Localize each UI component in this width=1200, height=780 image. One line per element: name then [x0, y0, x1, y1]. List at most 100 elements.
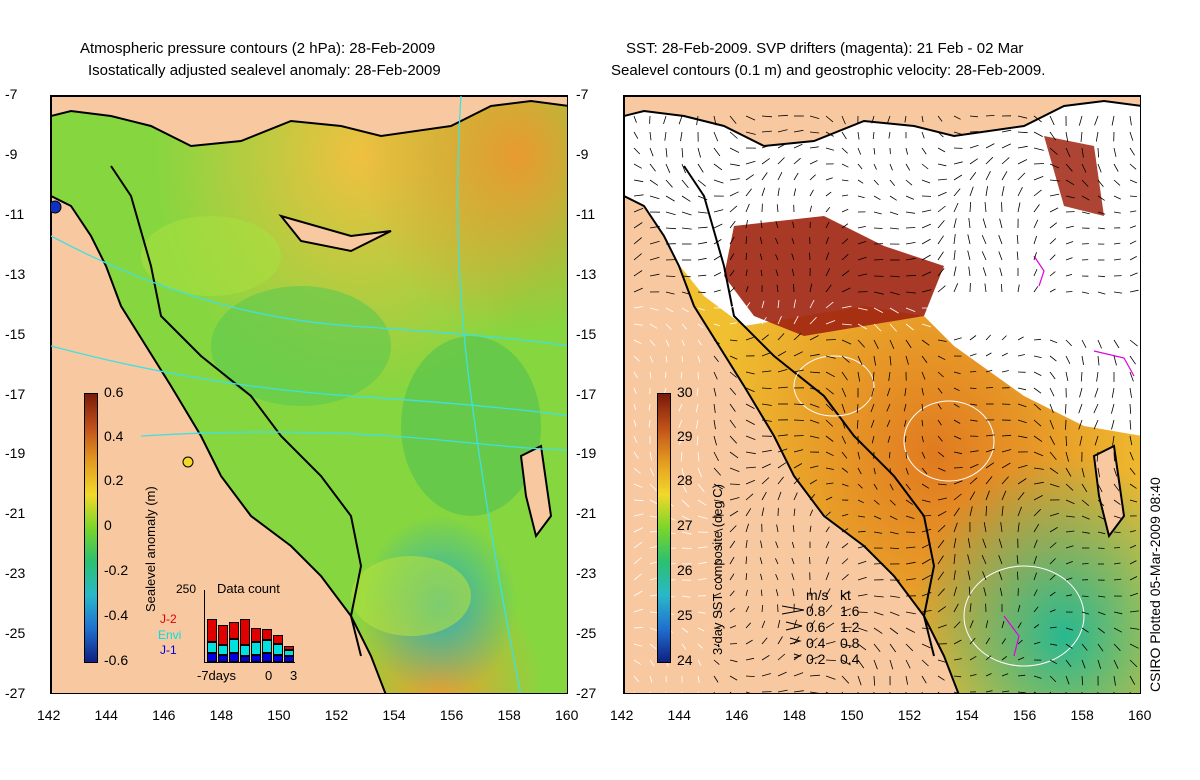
- velocity-vector: [681, 595, 691, 598]
- velocity-vector: [870, 419, 875, 428]
- velocity-vector: [1017, 419, 1027, 424]
- velocity-vector: [1113, 659, 1119, 669]
- velocity-vector: [1001, 171, 1008, 181]
- velocity-vector: [713, 209, 724, 213]
- velocity-vector: [697, 578, 707, 581]
- velocity-vector: [969, 506, 973, 517]
- velocity-vector: [761, 620, 766, 629]
- velocity-vector: [889, 515, 898, 521]
- data-count-bar: [229, 639, 239, 653]
- data-count-bar: [229, 622, 239, 639]
- velocity-vector: [953, 371, 961, 375]
- velocity-vector: [969, 450, 979, 453]
- velocity-vector: [1033, 606, 1039, 613]
- data-count-bar: [262, 640, 272, 653]
- velocity-vector: [985, 186, 988, 197]
- velocity-vector: [1129, 371, 1134, 382]
- velocity-vector: [793, 129, 804, 133]
- y-tick-label: -27: [5, 685, 26, 701]
- velocity-vector: [889, 195, 897, 201]
- velocity-vector: [889, 659, 894, 670]
- velocity-vector: [905, 627, 915, 633]
- velocity-vector: [745, 573, 748, 581]
- velocity-vector: [1049, 467, 1059, 475]
- velocity-vector: [1079, 387, 1083, 398]
- velocity-vector: [937, 539, 945, 549]
- velocity-vector: [921, 371, 926, 380]
- velocity-vector: [775, 558, 779, 565]
- velocity-vector: [697, 307, 705, 311]
- velocity-vector: [761, 463, 771, 469]
- velocity-vector: [825, 691, 829, 693]
- velocity-vector: [729, 497, 740, 501]
- velocity-vector: [649, 643, 657, 650]
- velocity-vector: [985, 143, 995, 149]
- velocity-vector: [873, 675, 875, 686]
- velocity-vector: [921, 627, 932, 630]
- velocity-vector: [985, 490, 990, 501]
- velocity-vector: [1129, 451, 1134, 461]
- velocity-vector: [633, 419, 637, 427]
- velocity-vector: [871, 435, 875, 444]
- velocity-vector: [825, 147, 835, 151]
- x-tick-label: 150: [267, 707, 291, 723]
- velocity-vector: [857, 530, 866, 533]
- velocity-vector: [776, 524, 779, 533]
- velocity-vector: [729, 643, 738, 645]
- velocity-vector: [937, 659, 947, 663]
- velocity-vector: [1065, 257, 1073, 261]
- velocity-vector: [793, 672, 804, 677]
- velocity-vector: [761, 130, 772, 133]
- velocity-vector: [1065, 307, 1073, 310]
- velocity-vector: [1049, 163, 1060, 169]
- velocity-vector: [937, 235, 944, 245]
- velocity-vector: [809, 603, 813, 613]
- velocity-vector: [681, 547, 692, 549]
- velocity-vector: [953, 480, 963, 485]
- velocity-vector: [921, 355, 928, 364]
- velocity-legend-row-ms: 0.2: [806, 651, 826, 667]
- velocity-vector: [697, 675, 700, 683]
- velocity-vector: [809, 419, 820, 424]
- velocity-vector: [777, 462, 787, 469]
- velocity-vector: [1001, 335, 1007, 341]
- velocity-vector: [1017, 301, 1022, 309]
- velocity-vector: [1129, 339, 1138, 347]
- velocity-vector: [953, 188, 961, 197]
- velocity-vector: [982, 538, 987, 549]
- velocity-vector: [697, 257, 707, 261]
- velocity-vector: [825, 572, 830, 581]
- velocity-vector: [1049, 643, 1058, 646]
- velocity-vector: [665, 275, 676, 277]
- velocity-vector: [697, 211, 708, 214]
- velocity-legend-ms: m/s: [806, 587, 829, 603]
- velocity-vector: [953, 234, 956, 245]
- velocity-vector: [633, 222, 643, 229]
- velocity-vector: [697, 627, 705, 632]
- velocity-vector: [825, 482, 834, 485]
- velocity-vector: [745, 403, 755, 409]
- velocity-vector: [857, 499, 864, 504]
- velocity-vector: [889, 483, 894, 491]
- velocity-vector: [921, 163, 929, 170]
- velocity-vector: [1049, 574, 1056, 581]
- velocity-vector: [1017, 172, 1026, 181]
- velocity-vector: [985, 505, 987, 517]
- velocity-vector: [998, 571, 1003, 581]
- velocity-vector: [1033, 624, 1040, 629]
- velocity-vector: [889, 499, 896, 506]
- velocity-vector: [713, 289, 721, 293]
- velocity-vector: [857, 611, 868, 613]
- velocity-vector: [777, 671, 787, 677]
- velocity-vector: [873, 147, 876, 155]
- velocity-vector: [1081, 659, 1086, 669]
- velocity-vector: [665, 195, 675, 202]
- velocity-vector: [1097, 275, 1106, 278]
- velocity-vector: [809, 387, 820, 391]
- velocity-vector: [857, 659, 865, 669]
- velocity-vector: [649, 371, 652, 379]
- data-count-bar: [240, 645, 250, 656]
- velocity-vector: [745, 174, 755, 181]
- x-tick-label: 150: [840, 707, 864, 723]
- velocity-vector: [1081, 195, 1090, 201]
